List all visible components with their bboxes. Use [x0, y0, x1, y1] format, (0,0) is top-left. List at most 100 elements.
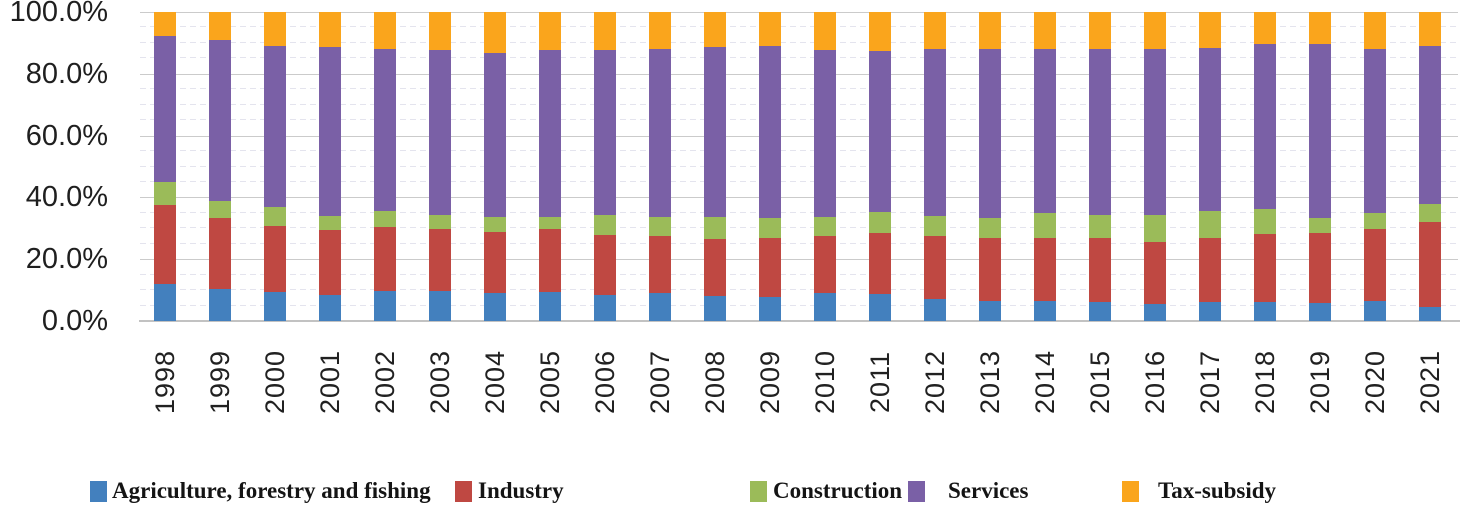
bar-segment [1253, 209, 1276, 235]
bar-segment [868, 233, 891, 295]
stacked-bar-2001 [318, 12, 341, 321]
x-axis-tick-label: 2013 [974, 349, 1005, 415]
bar-segment [263, 207, 286, 226]
x-axis-tick-label: 2012 [919, 349, 950, 415]
bar-segment [318, 295, 341, 321]
x-axis-tick-label: 2019 [1304, 349, 1335, 415]
y-axis-tick-label: 40.0% [25, 181, 108, 214]
bar-segment [978, 237, 1001, 301]
x-axis-tick-label: 2000 [259, 349, 290, 415]
bar-segment [593, 50, 616, 215]
bar-segment [648, 292, 671, 321]
bar-segment [923, 12, 946, 50]
bar-segment [923, 236, 946, 300]
bar-segment [1418, 203, 1441, 222]
bar-segment [428, 50, 451, 215]
bar-segment [1418, 221, 1441, 307]
minor-gridline [140, 273, 1458, 275]
legend-swatch-5 [1122, 481, 1139, 502]
bar-segment [923, 299, 946, 321]
bar-segment [648, 217, 671, 237]
bar-segment [593, 214, 616, 235]
bar-segment [1418, 46, 1441, 204]
bar-segment [1308, 302, 1331, 321]
bar-segment [648, 12, 671, 50]
x-axis-tick-label: 1999 [204, 349, 235, 415]
bar-segment [703, 216, 726, 240]
bar-segment [648, 236, 671, 293]
bar-segment [1308, 217, 1331, 234]
bar-segment [428, 214, 451, 230]
bar-segment [318, 215, 341, 230]
bar-segment [648, 49, 671, 218]
bar-segment [1418, 12, 1441, 47]
bar-segment [758, 296, 781, 321]
x-axis-tick-label: 2008 [699, 349, 730, 415]
bar-segment [538, 12, 561, 51]
x-axis-line [139, 320, 1460, 322]
x-axis-tick-label: 2011 [864, 350, 895, 414]
bar-segment [1363, 229, 1386, 301]
bar-segment [373, 227, 396, 291]
bar-segment [263, 12, 286, 47]
minor-gridline [140, 242, 1458, 244]
legend-swatch-1 [90, 481, 107, 502]
bar-segment [1253, 301, 1276, 321]
major-gridline [140, 197, 1458, 199]
bar-segment [813, 293, 836, 321]
x-axis-tick-label: 1998 [149, 349, 180, 415]
bar-segment [538, 291, 561, 321]
stacked-bar-1999 [208, 12, 231, 321]
bar-segment [1033, 238, 1056, 301]
bar-segment [483, 216, 506, 233]
stacked-bar-2010 [813, 12, 836, 321]
bar-segment [703, 295, 726, 321]
bar-segment [1143, 48, 1166, 215]
bar-segment [1418, 306, 1441, 321]
x-axis-tick-label: 2016 [1139, 349, 1170, 415]
bar-segment [1143, 214, 1166, 242]
x-axis-tick-label: 2006 [589, 349, 620, 415]
bar-segment [1033, 48, 1056, 214]
bar-segment [1253, 12, 1276, 45]
bar-segment [263, 225, 286, 292]
stacked-bar-2014 [1033, 12, 1056, 321]
legend-swatch-4 [908, 481, 925, 502]
bar-segment [1143, 12, 1166, 49]
bar-segment [373, 12, 396, 49]
bar-segment [758, 12, 781, 47]
y-axis-tick-label: 80.0% [25, 57, 108, 90]
bar-segment [1198, 47, 1221, 212]
bar-segment [758, 218, 781, 238]
bar-segment [538, 50, 561, 217]
x-axis-tick-label: 2003 [424, 349, 455, 415]
bar-segment [1363, 300, 1386, 321]
bar-segment [483, 292, 506, 321]
bar-segment [153, 36, 176, 183]
bar-segment [923, 49, 946, 217]
x-axis-tick-label: 2015 [1084, 349, 1115, 415]
minor-gridline [140, 180, 1458, 182]
stacked-bar-2009 [758, 12, 781, 321]
minor-gridline [140, 57, 1458, 59]
bar-segment [593, 295, 616, 321]
x-axis-tick-label: 2014 [1029, 349, 1060, 415]
bar-segment [978, 218, 1001, 238]
bar-segment [1253, 234, 1276, 302]
bar-segment [153, 205, 176, 284]
legend-swatch-2 [455, 481, 472, 502]
bar-segment [703, 12, 726, 47]
minor-gridline [140, 41, 1458, 43]
minor-gridline [140, 88, 1458, 90]
bar-segment [978, 12, 1001, 50]
legend-label: Services [948, 478, 1029, 503]
minor-gridline [140, 304, 1458, 306]
bar-segment [1363, 48, 1386, 213]
bar-segment [373, 290, 396, 321]
major-gridline [140, 135, 1458, 137]
bar-segment [208, 289, 231, 321]
bar-segment [1198, 211, 1221, 239]
bar-segment [208, 218, 231, 290]
x-axis-tick-label: 2004 [479, 349, 510, 415]
stacked-bar-2017 [1198, 12, 1221, 321]
